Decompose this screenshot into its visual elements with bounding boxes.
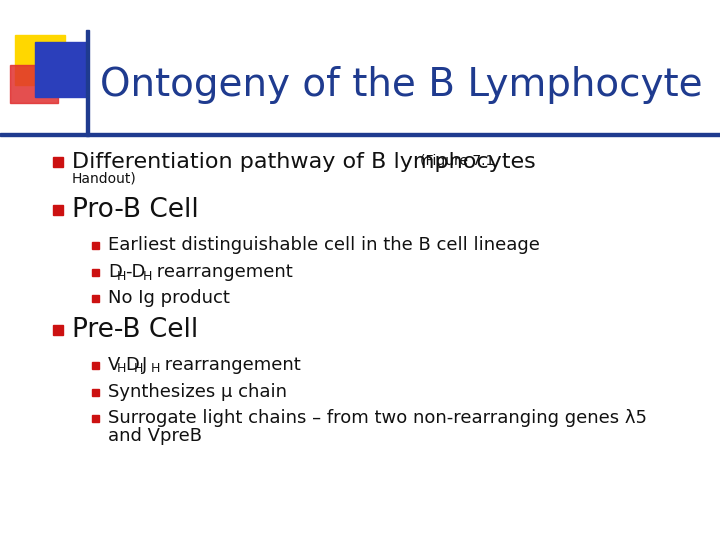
Bar xyxy=(15,35,65,85)
Text: H: H xyxy=(117,362,127,375)
Text: Pre-B Cell: Pre-B Cell xyxy=(72,317,198,343)
Bar xyxy=(91,415,99,422)
Bar xyxy=(35,42,87,97)
Text: D: D xyxy=(108,263,122,281)
Text: rearrangement: rearrangement xyxy=(151,263,293,281)
Bar xyxy=(91,294,99,301)
Bar xyxy=(53,205,63,215)
Bar xyxy=(91,361,99,368)
Bar xyxy=(91,268,99,275)
Text: -D: -D xyxy=(125,263,145,281)
Bar xyxy=(0,133,720,136)
Text: and VpreB: and VpreB xyxy=(108,427,202,445)
Text: Differentiation pathway of B lymphocytes: Differentiation pathway of B lymphocytes xyxy=(72,152,536,172)
Text: J: J xyxy=(142,356,148,374)
Text: (Figure 7.1: (Figure 7.1 xyxy=(420,154,495,168)
Text: H: H xyxy=(151,362,161,375)
Bar xyxy=(53,325,63,335)
Text: H: H xyxy=(134,362,143,375)
Bar xyxy=(91,388,99,395)
Bar xyxy=(91,241,99,248)
Text: D: D xyxy=(125,356,139,374)
Text: V: V xyxy=(108,356,120,374)
Text: rearrangement: rearrangement xyxy=(159,356,301,374)
Text: Earliest distinguishable cell in the B cell lineage: Earliest distinguishable cell in the B c… xyxy=(108,236,540,254)
Bar xyxy=(53,157,63,167)
Text: Synthesizes μ chain: Synthesizes μ chain xyxy=(108,383,287,401)
Bar xyxy=(86,30,89,136)
Text: Ontogeny of the B Lymphocyte: Ontogeny of the B Lymphocyte xyxy=(100,66,703,104)
Bar xyxy=(10,65,58,103)
Text: No Ig product: No Ig product xyxy=(108,289,230,307)
Text: Handout): Handout) xyxy=(72,171,137,185)
Text: H: H xyxy=(117,269,127,282)
Text: Surrogate light chains – from two non-rearranging genes λ5: Surrogate light chains – from two non-re… xyxy=(108,409,647,427)
Text: H: H xyxy=(143,269,153,282)
Text: Pro-B Cell: Pro-B Cell xyxy=(72,197,199,223)
